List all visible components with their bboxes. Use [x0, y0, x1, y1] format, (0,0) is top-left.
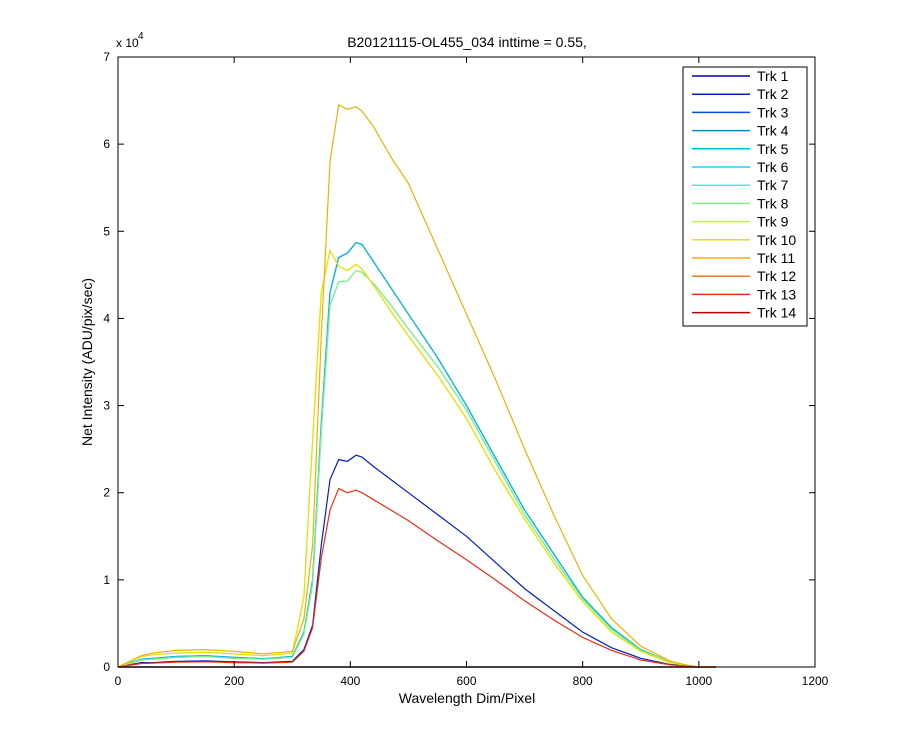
legend-label-trk-7: Trk 7	[757, 177, 789, 193]
y-axis-label: Net Intensity (ADU/pix/sec)	[79, 278, 95, 446]
y-tick-label: 2	[103, 486, 110, 500]
legend-label-trk-11: Trk 11	[757, 250, 795, 266]
legend-label-trk-14: Trk 14	[757, 305, 796, 321]
x-tick-label: 1200	[802, 674, 829, 688]
x-tick-label: 600	[456, 674, 476, 688]
y-tick-label: 3	[103, 399, 110, 413]
legend-label-trk-8: Trk 8	[757, 195, 789, 211]
series-line-trk-11	[117, 103, 717, 668]
legend-label-trk-1: Trk 1	[757, 68, 789, 84]
y-axis: 0 1 2 3 4 5 6 7	[103, 50, 815, 674]
x-tick-label: 1000	[685, 674, 712, 688]
chart-title: B20121115-OL455_034 inttime = 0.55,	[347, 34, 587, 50]
legend-label-trk-5: Trk 5	[757, 141, 789, 157]
legend-label-trk-9: Trk 9	[757, 214, 789, 230]
y-tick-label: 4	[103, 311, 110, 325]
legend: Trk 1 Trk 2 Trk 3 Trk 4 Trk 5 Trk 6 Trk 7 Trk 8…	[682, 66, 808, 327]
legend-label-trk-6: Trk 6	[757, 159, 789, 175]
series-line-trk-8	[117, 269, 717, 668]
legend-label-trk-4: Trk 4	[757, 123, 789, 139]
y-tick-label: 1	[103, 573, 110, 587]
y-tick-label: 7	[103, 50, 110, 64]
legend-label-trk-2: Trk 2	[757, 86, 789, 102]
legend-label-trk-13: Trk 13	[757, 286, 796, 302]
y-multiplier-exponent: 4	[138, 31, 144, 42]
series-line-trk-5	[117, 241, 717, 668]
x-axis: 0 200 400 600 800 1000 1200	[115, 57, 829, 688]
legend-box	[682, 66, 808, 327]
x-axis-label: Wavelength Dim/Pixel	[399, 690, 535, 706]
y-tick-label: 0	[103, 660, 110, 674]
legend-label-trk-10: Trk 10	[757, 232, 796, 248]
x-tick-label: 0	[115, 674, 122, 688]
legend-label-trk-3: Trk 3	[757, 104, 789, 120]
y-multiplier-base: x 10	[116, 36, 139, 50]
x-tick-label: 400	[340, 674, 360, 688]
x-tick-label: 800	[573, 674, 593, 688]
legend-label-trk-12: Trk 12	[757, 268, 796, 284]
series-line-trk-10	[117, 248, 717, 668]
y-tick-label: 6	[103, 137, 110, 151]
y-tick-label: 5	[103, 224, 110, 238]
x-tick-label: 200	[224, 674, 244, 688]
